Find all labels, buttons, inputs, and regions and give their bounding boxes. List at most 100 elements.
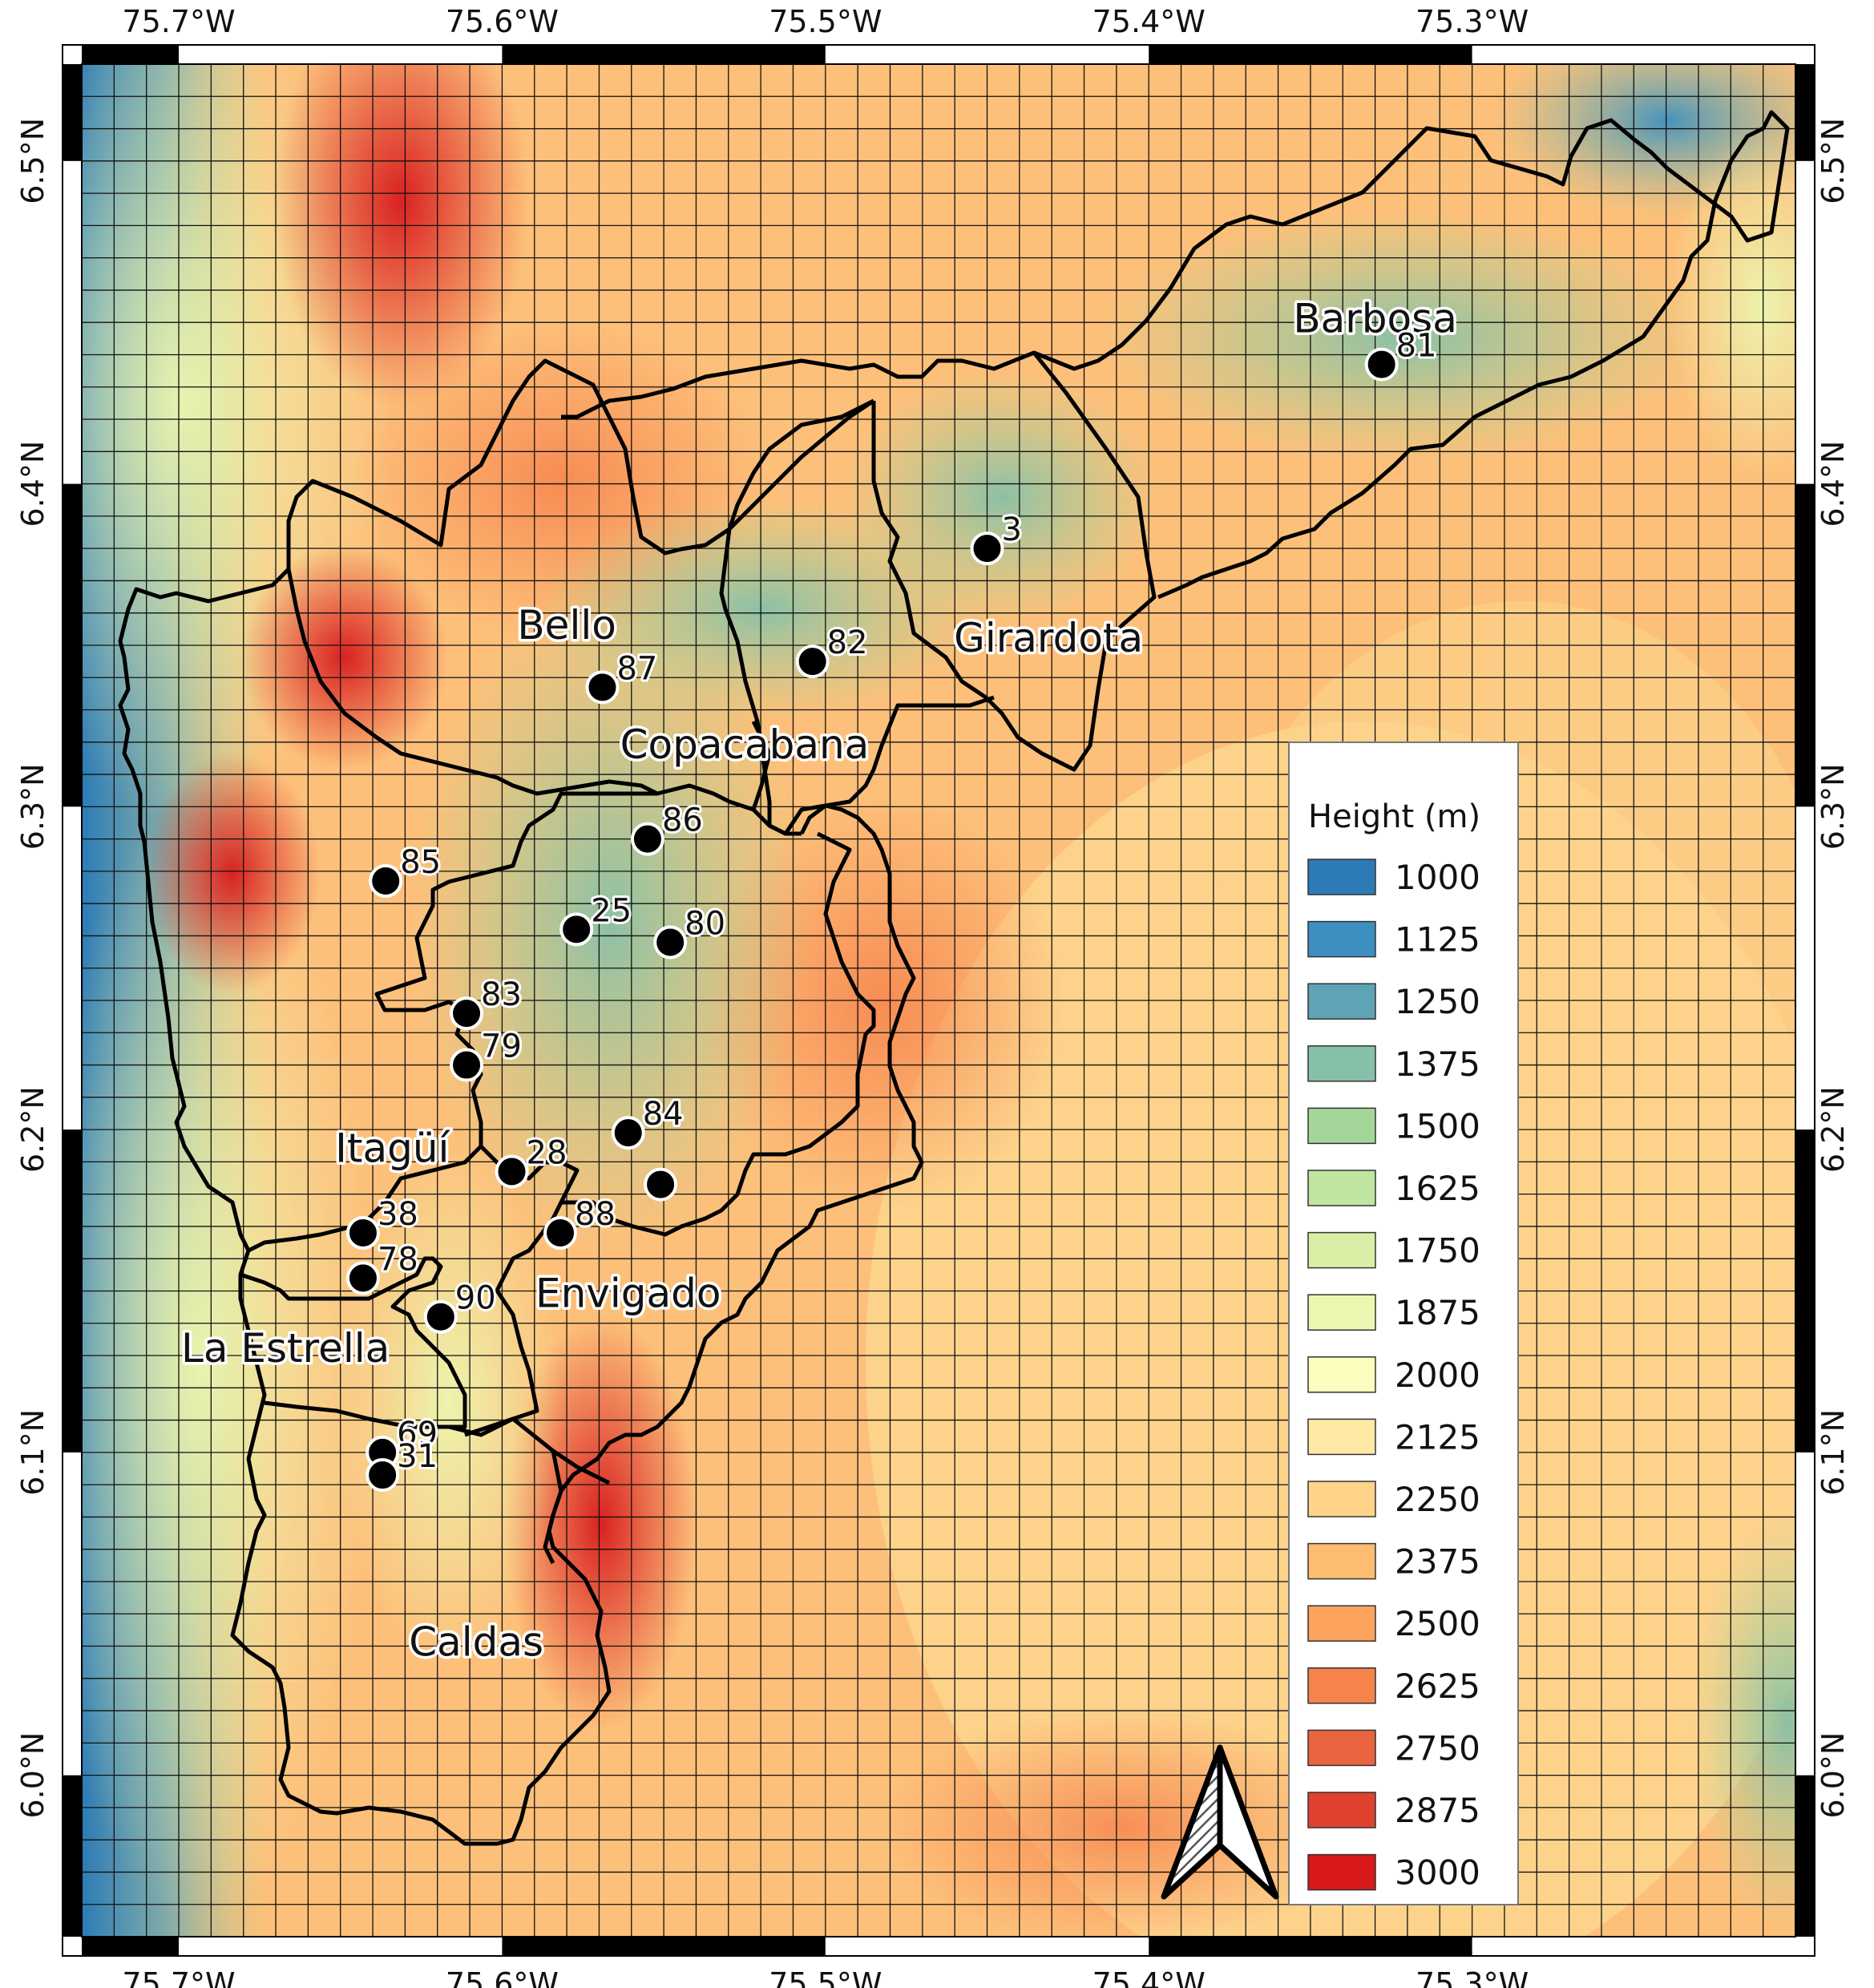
station-marker [653, 925, 688, 960]
station-marker [495, 1154, 529, 1189]
municipality-label: Barbosa [1293, 295, 1457, 341]
legend-label: 1750 [1395, 1231, 1480, 1271]
x-tick-label-top: 75.4°W [1092, 4, 1206, 39]
station-label: 81 [1396, 328, 1437, 365]
legend: Height (m) 1000 1125 1250 1375 1500 1625 1750 1… [1288, 741, 1519, 1905]
boundary-laestrella [240, 1256, 467, 1429]
x-tick-label-top: 75.5°W [769, 4, 882, 39]
boundary-barbosa [561, 110, 1790, 600]
station-label: 31 [397, 1438, 438, 1475]
boundary-copacabana [719, 398, 995, 836]
frame-band [1149, 45, 1472, 64]
legend-label: 1125 [1395, 920, 1480, 960]
legend-swatch [1307, 1481, 1376, 1517]
frame-band [63, 1129, 82, 1453]
station-marker [369, 863, 403, 898]
x-tick-label-top: 75.3°W [1416, 4, 1529, 39]
legend-swatch [1307, 1605, 1376, 1642]
map-frame [62, 44, 1815, 1957]
legend-label: 1250 [1395, 982, 1480, 1021]
legend-swatch [1307, 1294, 1376, 1331]
y-tick-label-left: 6.0°N [15, 1732, 50, 1819]
legend-swatch [1307, 1356, 1376, 1393]
frame-band [1795, 1775, 1815, 1937]
municipality-label: La Estrella [181, 1325, 390, 1372]
station-marker [630, 822, 664, 856]
legend-label: 2375 [1395, 1542, 1480, 1582]
municipality-label: Caldas [409, 1619, 543, 1666]
x-tick-label-bottom: 75.4°W [1092, 1966, 1206, 1988]
municipality-label: Copacabana [620, 721, 870, 768]
legend-label: 3000 [1395, 1853, 1480, 1893]
frame-band [1795, 64, 1815, 161]
y-tick-label-left: 6.3°N [15, 763, 50, 850]
frame-inner [81, 63, 1796, 1937]
station-marker [795, 644, 830, 679]
frame-band [1795, 1129, 1815, 1453]
frame-band [1149, 1937, 1472, 1956]
legend-swatch [1307, 1107, 1376, 1145]
legend-label: 1625 [1395, 1169, 1480, 1208]
legend-label: 2500 [1395, 1604, 1480, 1643]
station-marker [1364, 347, 1399, 382]
station-label: 85 [400, 844, 441, 881]
legend-swatch [1307, 920, 1376, 958]
legend-label: 2875 [1395, 1791, 1480, 1830]
frame-band [63, 1775, 82, 1937]
station-label: 69 [397, 1416, 438, 1453]
y-tick-label-right: 6.0°N [1815, 1732, 1851, 1819]
station-label: 78 [378, 1241, 418, 1278]
station-label: 88 [575, 1196, 616, 1233]
frame-band [63, 64, 82, 161]
boundary-girardota [871, 351, 1157, 772]
legend-swatch [1307, 1792, 1376, 1828]
x-tick-label-bottom: 75.3°W [1416, 1966, 1529, 1988]
station-label: 84 [643, 1096, 684, 1133]
legend-label: 1000 [1395, 858, 1480, 897]
station-marker [345, 1215, 380, 1250]
legend-swatch [1307, 1667, 1376, 1704]
boundary-bello-south [286, 568, 659, 796]
station-label: 80 [685, 906, 725, 943]
station-label: 3 [1002, 511, 1022, 548]
station-marker [345, 1261, 380, 1295]
legend-swatch [1307, 1853, 1376, 1891]
legend-swatch [1307, 1542, 1376, 1580]
y-tick-label-right: 6.3°N [1815, 763, 1851, 850]
station-label: 82 [827, 624, 868, 661]
legend-title: Height (m) [1308, 798, 1480, 835]
legend-label: 1875 [1395, 1293, 1480, 1332]
station-label: 28 [527, 1134, 567, 1171]
frame-band [82, 45, 180, 64]
frame-outline [62, 44, 1815, 1957]
frame-band [502, 45, 826, 64]
station-label: 25 [591, 892, 632, 929]
municipality-labels: Barbosa Bello Girardota Copacabana Itagüí Env… [178, 293, 1460, 1668]
x-tick-label-bottom: 75.5°W [769, 1966, 882, 1988]
boundary-bello [118, 358, 875, 842]
station-label: 79 [481, 1028, 522, 1065]
frame-band [502, 1937, 826, 1956]
municipality-label: Girardota [954, 615, 1143, 661]
station-label: 38 [378, 1196, 418, 1233]
north-arrow-icon [1161, 1744, 1279, 1900]
legend-swatch [1307, 1418, 1376, 1456]
y-tick-label-right: 6.2°N [1815, 1086, 1851, 1173]
municipality-label: Envigado [535, 1271, 721, 1317]
station-marker [970, 531, 1004, 566]
station-marker [450, 996, 484, 1031]
station-marker [611, 1116, 645, 1150]
axis-tick-labels: 75.7°W 75.7°W 75.6°W 75.6°W 75.5°W 75.5°W 75.4… [15, 4, 1851, 1988]
station-marker [366, 1458, 400, 1493]
x-tick-label-bottom: 75.7°W [122, 1966, 235, 1988]
station-label: 90 [455, 1280, 496, 1317]
boundary-medellin [142, 803, 924, 1846]
frame-band [63, 483, 82, 807]
legend-label: 2125 [1395, 1417, 1480, 1457]
legend-swatch [1307, 1231, 1376, 1269]
legend-label: 2625 [1395, 1667, 1480, 1706]
y-tick-label-right: 6.4°N [1815, 441, 1851, 527]
x-tick-label-top: 75.6°W [446, 4, 559, 39]
station-marker [644, 1167, 678, 1202]
